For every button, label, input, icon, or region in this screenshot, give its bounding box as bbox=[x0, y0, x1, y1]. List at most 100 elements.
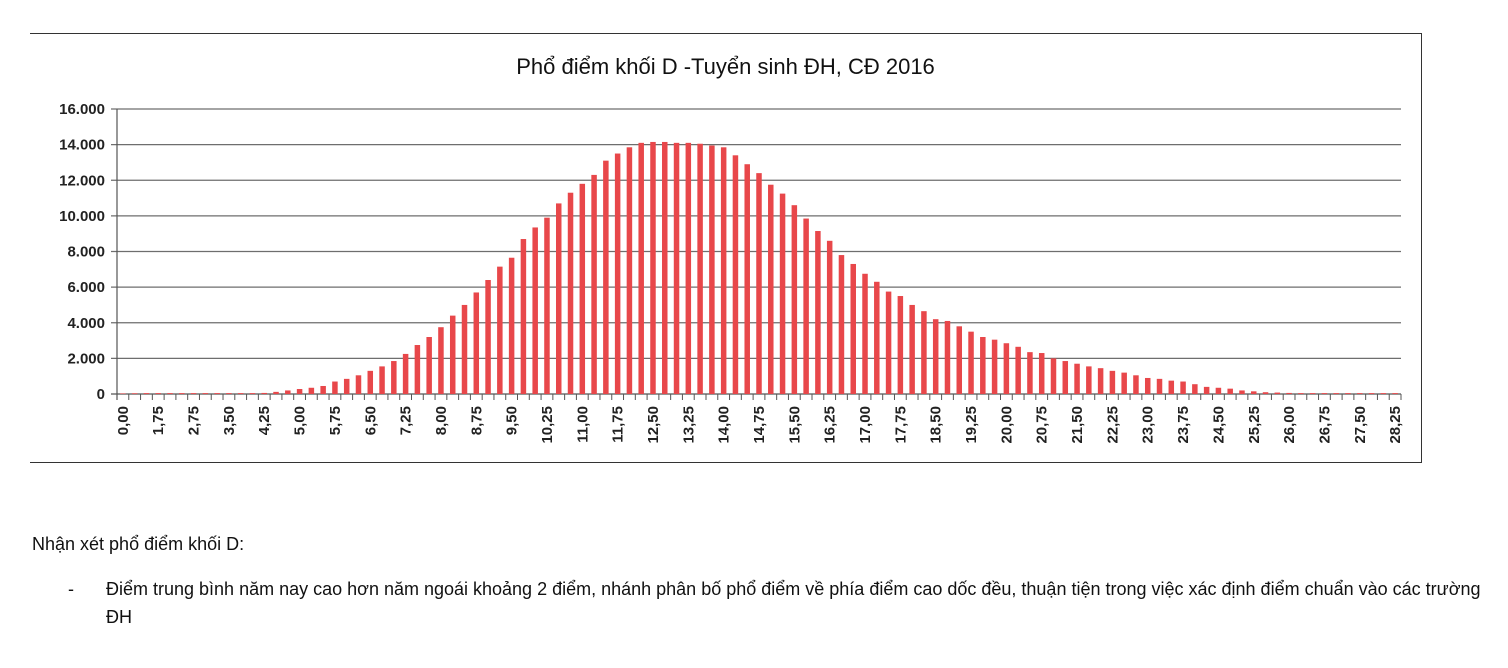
x-tick-label: 13,25 bbox=[680, 406, 697, 444]
bar bbox=[1121, 372, 1127, 394]
x-tick-label: 3,50 bbox=[221, 406, 238, 435]
bar bbox=[296, 389, 303, 394]
x-tick-label: 16,25 bbox=[822, 406, 839, 444]
bar bbox=[732, 155, 739, 394]
bar bbox=[779, 193, 786, 394]
bar bbox=[508, 257, 515, 394]
bar bbox=[449, 315, 456, 394]
x-tick-label: 0,00 bbox=[115, 406, 132, 435]
bar bbox=[1392, 393, 1398, 394]
bar bbox=[202, 393, 209, 394]
bar bbox=[426, 337, 432, 394]
bar bbox=[167, 393, 173, 394]
y-tick-label: 2.000 bbox=[67, 350, 105, 367]
chart-title: Phổ điểm khối D -Tuyển sinh ĐH, CĐ 2016 bbox=[516, 54, 935, 79]
x-tick-label: 23,75 bbox=[1175, 406, 1192, 444]
x-tick-label: 22,25 bbox=[1104, 406, 1121, 444]
bar bbox=[909, 304, 915, 394]
bar bbox=[1286, 392, 1292, 394]
bar bbox=[885, 291, 892, 394]
x-tick-label: 8,75 bbox=[468, 406, 485, 435]
bar bbox=[1262, 392, 1269, 394]
bar bbox=[261, 392, 267, 394]
bar bbox=[697, 143, 703, 394]
bar bbox=[579, 183, 586, 394]
bar bbox=[249, 393, 256, 394]
x-tick-label: 27,50 bbox=[1352, 406, 1369, 444]
bar bbox=[803, 218, 809, 394]
bar bbox=[591, 174, 597, 394]
bar bbox=[662, 141, 668, 394]
bar bbox=[650, 141, 656, 394]
bar bbox=[603, 160, 609, 394]
bar bbox=[308, 387, 315, 394]
y-tick-label: 10.000 bbox=[59, 208, 105, 225]
x-tick-label: 21,50 bbox=[1069, 406, 1086, 444]
bar bbox=[438, 327, 444, 394]
bar bbox=[285, 390, 291, 394]
bar bbox=[1062, 361, 1069, 394]
bar bbox=[343, 378, 350, 394]
bar bbox=[461, 304, 468, 394]
bar bbox=[1251, 391, 1257, 394]
bar bbox=[320, 385, 326, 394]
y-tick-label: 16.000 bbox=[59, 101, 105, 118]
bar bbox=[826, 240, 833, 394]
x-tick-label: 25,25 bbox=[1246, 406, 1263, 444]
bar bbox=[1168, 380, 1175, 394]
bar bbox=[131, 393, 138, 394]
x-tick-label: 14,75 bbox=[751, 406, 768, 444]
bar bbox=[921, 311, 927, 394]
bar bbox=[379, 366, 385, 394]
bar bbox=[355, 375, 362, 394]
x-tick-label: 17,75 bbox=[892, 406, 909, 444]
bar bbox=[862, 273, 868, 394]
bar bbox=[614, 153, 621, 394]
x-tick-label: 6,50 bbox=[362, 406, 379, 435]
bar bbox=[1015, 346, 1021, 394]
x-tick-label: 18,50 bbox=[928, 406, 945, 444]
bar bbox=[991, 339, 998, 394]
bar bbox=[1109, 370, 1116, 394]
bullet-dash: - bbox=[68, 579, 74, 599]
bar bbox=[980, 337, 986, 394]
x-tick-label: 5,00 bbox=[292, 406, 309, 435]
bar bbox=[1368, 393, 1375, 394]
bar bbox=[709, 145, 715, 394]
y-tick-label: 6.000 bbox=[67, 279, 105, 296]
bar bbox=[756, 173, 762, 394]
bar bbox=[1274, 392, 1281, 394]
x-tick-label: 10,25 bbox=[539, 406, 556, 444]
x-tick-label: 19,25 bbox=[963, 406, 980, 444]
bar bbox=[838, 255, 845, 394]
bar bbox=[944, 320, 951, 394]
bar bbox=[120, 393, 126, 394]
x-tick-label: 11,75 bbox=[610, 406, 627, 443]
bar bbox=[626, 147, 633, 394]
bar bbox=[520, 239, 527, 394]
x-tick-label: 24,50 bbox=[1210, 406, 1227, 444]
y-tick-label: 14.000 bbox=[59, 137, 105, 154]
x-tick-label: 26,00 bbox=[1281, 406, 1298, 444]
bar bbox=[1321, 393, 1328, 394]
bar bbox=[214, 393, 220, 394]
bar bbox=[1144, 377, 1151, 394]
y-tick-label: 0 bbox=[97, 386, 105, 403]
x-tick-label: 7,25 bbox=[398, 406, 415, 435]
bar-chart: 0 2.000 4.000 6.000 8.000 10.000 12.000 14.000 1… bbox=[59, 101, 1404, 444]
y-tick-label: 4.000 bbox=[67, 315, 105, 332]
bar bbox=[1357, 393, 1363, 394]
x-tick-label: 8,00 bbox=[433, 406, 450, 435]
x-tick-label: 2,75 bbox=[186, 406, 203, 435]
bar bbox=[1380, 393, 1387, 394]
bar bbox=[1074, 363, 1080, 394]
bar bbox=[1050, 358, 1057, 394]
bar bbox=[1215, 387, 1222, 394]
bar bbox=[473, 292, 480, 394]
bar bbox=[237, 393, 244, 394]
x-tick-label: 12,50 bbox=[645, 406, 662, 444]
bar bbox=[567, 192, 574, 394]
bar bbox=[1298, 393, 1304, 394]
bar bbox=[1133, 375, 1139, 394]
x-tick-label: 28,25 bbox=[1387, 406, 1404, 444]
